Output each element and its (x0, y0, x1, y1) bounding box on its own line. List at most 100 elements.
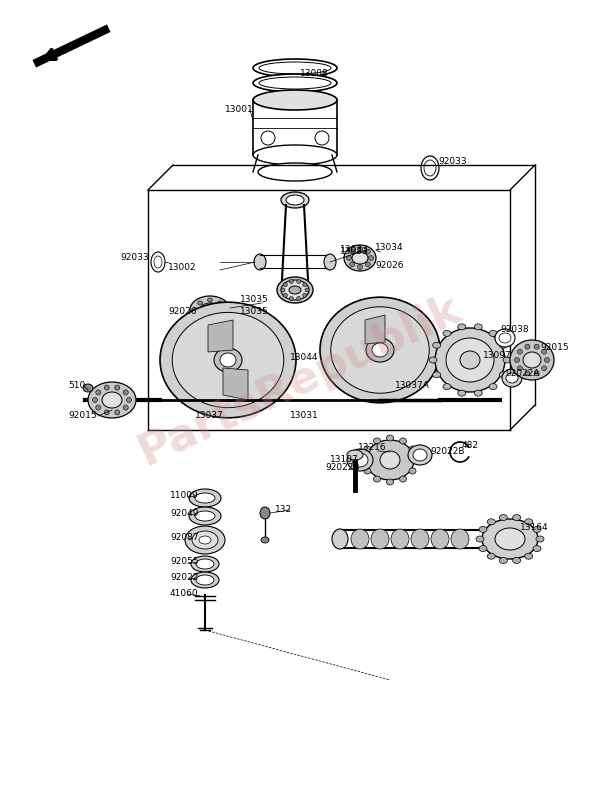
Ellipse shape (261, 537, 269, 543)
Ellipse shape (195, 493, 215, 503)
Ellipse shape (193, 308, 199, 312)
Ellipse shape (283, 294, 287, 298)
Ellipse shape (431, 529, 449, 549)
Ellipse shape (196, 559, 214, 569)
Text: 92022B: 92022B (325, 463, 359, 473)
Ellipse shape (297, 279, 301, 283)
Text: 92049: 92049 (170, 509, 199, 519)
Text: 92015: 92015 (540, 344, 569, 352)
Polygon shape (208, 320, 233, 352)
Ellipse shape (344, 245, 376, 271)
Ellipse shape (123, 405, 128, 410)
Ellipse shape (220, 353, 236, 367)
Ellipse shape (365, 249, 370, 254)
Ellipse shape (96, 390, 101, 395)
Ellipse shape (253, 145, 337, 165)
Ellipse shape (487, 553, 495, 559)
Ellipse shape (458, 390, 466, 396)
Text: 92022: 92022 (170, 574, 199, 582)
Text: 13216: 13216 (358, 444, 386, 452)
Ellipse shape (208, 318, 212, 322)
Ellipse shape (512, 514, 521, 520)
Ellipse shape (429, 357, 437, 363)
Ellipse shape (523, 352, 541, 368)
Ellipse shape (435, 328, 505, 392)
Ellipse shape (92, 397, 97, 403)
Text: 13035: 13035 (240, 308, 269, 316)
Text: 41060: 41060 (170, 590, 199, 598)
Ellipse shape (190, 296, 230, 324)
Ellipse shape (283, 283, 287, 287)
Text: 13107: 13107 (330, 455, 359, 465)
Ellipse shape (386, 479, 394, 485)
Ellipse shape (515, 357, 520, 363)
Ellipse shape (189, 489, 221, 507)
Ellipse shape (197, 315, 203, 319)
Ellipse shape (281, 288, 285, 292)
Ellipse shape (479, 527, 487, 532)
Ellipse shape (347, 255, 352, 261)
Ellipse shape (542, 366, 547, 371)
Ellipse shape (474, 324, 482, 330)
Ellipse shape (365, 262, 370, 267)
Ellipse shape (482, 519, 538, 559)
Ellipse shape (433, 372, 440, 378)
Text: 92087: 92087 (170, 534, 199, 542)
Ellipse shape (499, 333, 511, 343)
Ellipse shape (512, 557, 521, 564)
Ellipse shape (373, 438, 380, 444)
Ellipse shape (409, 446, 416, 452)
Ellipse shape (286, 195, 304, 205)
Text: 11009: 11009 (170, 491, 199, 501)
Ellipse shape (172, 312, 284, 407)
Ellipse shape (350, 249, 355, 254)
Ellipse shape (525, 553, 533, 559)
Ellipse shape (351, 529, 369, 549)
Ellipse shape (476, 536, 484, 542)
Ellipse shape (545, 357, 550, 363)
Text: 92033: 92033 (120, 254, 149, 262)
Ellipse shape (424, 160, 436, 176)
Ellipse shape (386, 435, 394, 441)
Ellipse shape (361, 457, 367, 463)
Text: 13001: 13001 (225, 105, 254, 115)
Ellipse shape (214, 348, 242, 372)
Ellipse shape (534, 344, 539, 349)
Ellipse shape (533, 546, 541, 552)
Ellipse shape (380, 451, 400, 469)
Text: PartsRepublik: PartsRepublik (132, 287, 468, 473)
Ellipse shape (411, 529, 429, 549)
Text: 92015: 92015 (68, 411, 97, 421)
Ellipse shape (366, 338, 394, 362)
Text: 92022B: 92022B (430, 447, 464, 457)
Ellipse shape (315, 131, 329, 145)
Ellipse shape (510, 340, 554, 380)
Text: 510: 510 (68, 381, 85, 389)
Ellipse shape (127, 397, 131, 403)
Ellipse shape (489, 384, 497, 389)
Ellipse shape (451, 529, 469, 549)
Ellipse shape (83, 384, 93, 392)
Ellipse shape (332, 529, 348, 549)
Ellipse shape (289, 297, 293, 301)
Ellipse shape (259, 77, 331, 89)
Ellipse shape (499, 372, 508, 378)
Text: 13037A: 13037A (395, 381, 430, 389)
Ellipse shape (197, 301, 203, 305)
Ellipse shape (253, 90, 337, 110)
Ellipse shape (96, 405, 101, 410)
Ellipse shape (88, 382, 136, 418)
Ellipse shape (196, 575, 214, 585)
Ellipse shape (460, 351, 480, 369)
Ellipse shape (371, 529, 389, 549)
Ellipse shape (259, 62, 331, 74)
Text: 92038: 92038 (500, 326, 529, 334)
Ellipse shape (443, 330, 451, 337)
Text: 13002: 13002 (168, 264, 197, 272)
Ellipse shape (324, 254, 336, 270)
Ellipse shape (443, 384, 451, 389)
Ellipse shape (277, 277, 313, 303)
Ellipse shape (474, 390, 482, 396)
Ellipse shape (364, 468, 371, 474)
Ellipse shape (517, 366, 523, 371)
